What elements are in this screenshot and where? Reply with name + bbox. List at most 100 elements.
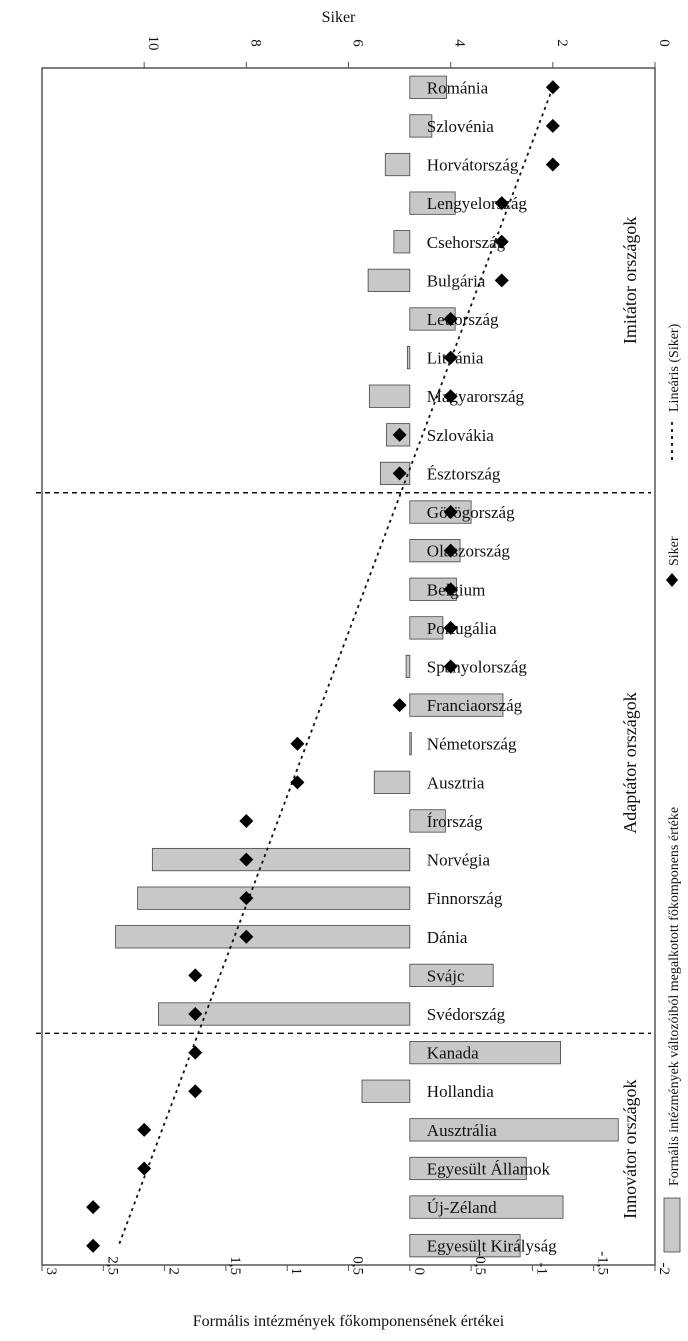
siker-point-4 <box>494 196 509 211</box>
bar-29 <box>409 1156 527 1181</box>
bar-31 <box>409 1234 521 1258</box>
group-label-3: Innovátor országok <box>620 1079 640 1218</box>
category-label: Észtország <box>427 464 501 483</box>
legend-item-3: Lineáris (Siker) <box>667 323 682 412</box>
bar-17 <box>409 693 504 717</box>
top-tick-label: 10 <box>145 36 161 51</box>
legend-item-2: Siker <box>667 536 682 566</box>
category-label: Horvátország <box>427 156 519 175</box>
category-label: Norvégia <box>427 851 491 870</box>
group-label-1: Imitátor országok <box>620 217 640 344</box>
siker-point-15 <box>443 620 458 635</box>
siker-point-13 <box>443 543 458 558</box>
siker-point-6 <box>494 273 509 288</box>
siker-point-23 <box>239 929 254 944</box>
top-axis-title: Siker <box>322 9 356 26</box>
siker-point-20 <box>239 813 254 828</box>
bottom-tick-label: 0 <box>411 1268 427 1276</box>
bottom-tick-label: 1,5 <box>227 1256 243 1275</box>
category-label: Szlovénia <box>427 117 494 136</box>
category-label: Lettország <box>427 310 499 329</box>
category-label: Finnország <box>427 889 503 908</box>
bottom-tick-label: 0,5 <box>350 1256 366 1275</box>
category-label: Egyesült Királyság <box>427 1237 557 1256</box>
bar-5 <box>393 230 411 254</box>
x-axis-title: Formális intézmények főkomponensének ért… <box>193 1313 505 1330</box>
category-label: Ausztria <box>427 773 485 792</box>
siker-point-1 <box>545 80 560 95</box>
siker-point-8 <box>443 350 458 365</box>
category-label: Magyarország <box>427 387 525 406</box>
category-label: Görögország <box>427 503 515 522</box>
siker-point-5 <box>494 234 509 249</box>
siker-point-11 <box>392 466 407 481</box>
bottom-tick-label: -1,5 <box>595 1251 611 1275</box>
category-label: Franciaország <box>427 696 523 715</box>
bar-12 <box>409 500 472 524</box>
category-label: Egyesült Államok <box>427 1159 551 1178</box>
bar-30 <box>409 1195 564 1219</box>
category-label: Bulgária <box>427 271 486 290</box>
bar-2 <box>409 114 433 138</box>
siker-point-31 <box>86 1238 101 1253</box>
siker-point-19 <box>290 775 305 790</box>
siker-point-22 <box>239 891 254 906</box>
bar-8 <box>406 345 411 370</box>
siker-point-10 <box>392 427 407 442</box>
bar-26 <box>409 1041 561 1065</box>
category-label: Románia <box>427 78 489 97</box>
category-label: Kanada <box>427 1044 479 1063</box>
top-tick-label: 4 <box>452 39 468 47</box>
bar-22 <box>137 886 411 910</box>
top-tick-label: 2 <box>554 39 570 47</box>
siker-point-14 <box>443 582 458 597</box>
category-label: Új-Zéland <box>427 1198 497 1217</box>
category-label: Portugália <box>427 619 497 638</box>
category-label: Lengyelország <box>427 194 528 213</box>
siker-point-16 <box>443 659 458 674</box>
siker-point-24 <box>188 968 203 983</box>
bottom-tick-label: 2 <box>166 1268 182 1276</box>
bottom-tick-label: -0,5 <box>472 1251 488 1275</box>
bar-3 <box>384 152 411 177</box>
group-label-2: Adaptátor országok <box>620 692 640 833</box>
category-label: Spanyolország <box>427 658 528 677</box>
bar-27 <box>361 1079 411 1103</box>
siker-point-18 <box>290 736 305 751</box>
category-label: Svájc <box>427 966 465 985</box>
siker-point-7 <box>443 311 458 326</box>
bar-15 <box>409 616 444 640</box>
top-tick-label: 8 <box>247 39 263 47</box>
category-label: Hollandia <box>427 1082 494 1101</box>
siker-point-3 <box>545 157 560 172</box>
bottom-tick-label: -1 <box>533 1263 549 1276</box>
siker-point-2 <box>545 118 560 133</box>
legend-bar-swatch <box>663 1197 681 1253</box>
siker-point-9 <box>443 389 458 404</box>
siker-point-12 <box>443 505 458 520</box>
bar-4 <box>409 191 456 215</box>
bar-13 <box>409 539 461 563</box>
siker-point-25 <box>188 1007 203 1022</box>
category-label: Dánia <box>427 928 468 947</box>
siker-point-27 <box>188 1084 203 1099</box>
bar-23 <box>115 925 411 949</box>
top-tick-label: 0 <box>656 39 672 47</box>
bottom-tick-label: 1 <box>288 1268 304 1276</box>
bar-28 <box>409 1118 619 1142</box>
bar-19 <box>373 770 411 794</box>
siker-point-21 <box>239 852 254 867</box>
category-label: Szlovákia <box>427 426 494 445</box>
legend-diamond-icon <box>666 573 678 587</box>
bottom-tick-label: 3 <box>43 1268 59 1276</box>
category-label: Ausztrália <box>427 1121 497 1140</box>
bottom-tick-label: 2,5 <box>104 1256 120 1275</box>
bar-6 <box>367 268 411 292</box>
category-label: Csehország <box>427 233 506 252</box>
category-label: Írország <box>427 812 483 831</box>
bar-1 <box>409 75 447 99</box>
bar-24 <box>409 963 494 988</box>
bar-9 <box>368 384 411 408</box>
bar-20 <box>409 809 446 833</box>
